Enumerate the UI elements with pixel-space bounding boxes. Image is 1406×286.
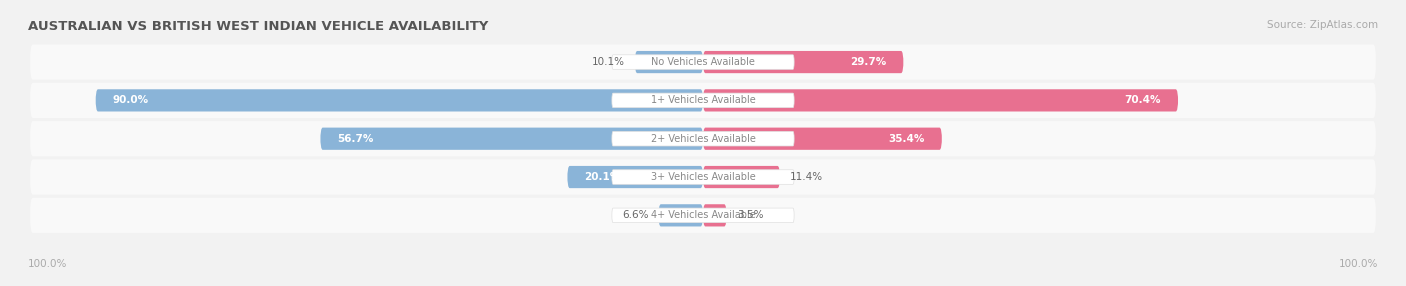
Text: 10.1%: 10.1% [592,57,624,67]
FancyBboxPatch shape [30,83,1376,118]
Text: 100.0%: 100.0% [1339,259,1378,269]
Text: 3.5%: 3.5% [737,210,763,220]
FancyBboxPatch shape [658,204,703,227]
FancyBboxPatch shape [612,170,794,184]
FancyBboxPatch shape [612,93,794,108]
Text: 2+ Vehicles Available: 2+ Vehicles Available [651,134,755,144]
FancyBboxPatch shape [703,128,942,150]
FancyBboxPatch shape [703,204,727,227]
Text: 11.4%: 11.4% [790,172,823,182]
Text: 90.0%: 90.0% [112,96,149,105]
FancyBboxPatch shape [30,159,1376,195]
FancyBboxPatch shape [636,51,703,73]
Text: 35.4%: 35.4% [889,134,925,144]
Text: No Vehicles Available: No Vehicles Available [651,57,755,67]
Text: AUSTRALIAN VS BRITISH WEST INDIAN VEHICLE AVAILABILITY: AUSTRALIAN VS BRITISH WEST INDIAN VEHICL… [28,20,488,33]
Text: 56.7%: 56.7% [337,134,374,144]
Text: 70.4%: 70.4% [1125,96,1161,105]
FancyBboxPatch shape [612,55,794,69]
FancyBboxPatch shape [703,89,1178,112]
Text: Source: ZipAtlas.com: Source: ZipAtlas.com [1267,20,1378,30]
Legend: Australian, British West Indian: Australian, British West Indian [591,283,815,286]
Text: 6.6%: 6.6% [621,210,648,220]
FancyBboxPatch shape [703,166,780,188]
Text: 4+ Vehicles Available: 4+ Vehicles Available [651,210,755,220]
FancyBboxPatch shape [703,51,904,73]
FancyBboxPatch shape [568,166,703,188]
Text: 3+ Vehicles Available: 3+ Vehicles Available [651,172,755,182]
Text: 100.0%: 100.0% [28,259,67,269]
FancyBboxPatch shape [30,44,1376,80]
FancyBboxPatch shape [321,128,703,150]
Text: 29.7%: 29.7% [851,57,887,67]
FancyBboxPatch shape [612,132,794,146]
Text: 20.1%: 20.1% [585,172,620,182]
FancyBboxPatch shape [612,208,794,223]
FancyBboxPatch shape [30,121,1376,156]
FancyBboxPatch shape [30,198,1376,233]
FancyBboxPatch shape [96,89,703,112]
Text: 1+ Vehicles Available: 1+ Vehicles Available [651,96,755,105]
